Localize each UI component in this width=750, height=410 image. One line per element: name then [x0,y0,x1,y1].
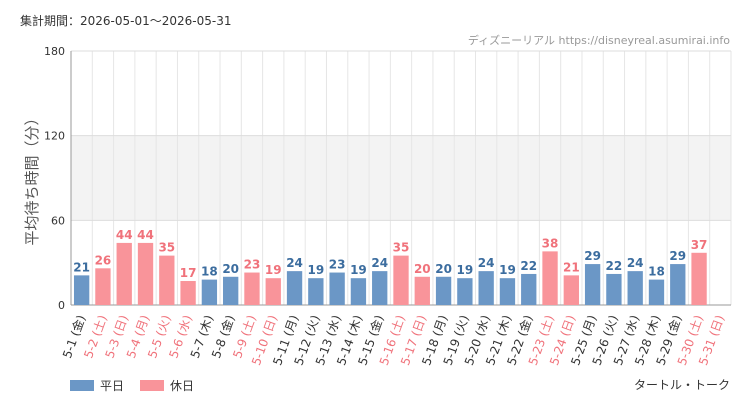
bar [606,273,622,305]
bar-value-label: 24 [627,256,644,270]
bar [414,276,430,305]
bar-value-label: 20 [414,262,431,276]
bar [159,255,175,305]
bar [180,281,196,305]
bar [223,276,239,305]
bar-value-label: 18 [201,265,218,279]
bar [670,264,686,305]
bar-value-label: 35 [393,241,410,255]
y-tick-label: 180 [44,45,65,58]
bar [521,273,537,305]
bar [308,278,324,305]
bar-value-label: 19 [307,263,324,277]
bar-value-label: 22 [606,259,623,273]
bar-value-label: 23 [329,258,346,272]
bar-value-label: 38 [542,236,559,250]
bar-value-label: 21 [73,260,90,274]
legend-label-holiday: 休日 [170,379,195,393]
bar [435,276,452,305]
legend-swatch-weekday [70,380,94,391]
y-tick-label: 0 [58,299,65,312]
bar-value-label: 35 [158,241,175,255]
y-tick-label: 60 [51,214,65,227]
bar [584,264,601,305]
bar [478,271,494,305]
bar [73,275,90,305]
bar-value-label: 22 [520,259,537,273]
bar-value-label: 24 [371,256,388,270]
bar-value-label: 24 [286,256,303,270]
legend-swatch-holiday [140,380,165,391]
legend-item-weekday[interactable]: 平日 [70,377,124,394]
bar [563,275,579,305]
bar [244,272,260,305]
bar [499,278,516,305]
bar-value-label: 23 [244,258,261,272]
attraction-label: タートル・トーク [633,378,730,392]
bar [265,278,281,305]
bar-value-label: 29 [584,249,601,263]
bar [329,272,345,305]
legend-label-weekday: 平日 [100,379,125,393]
bar [201,279,218,305]
legend-item-holiday[interactable]: 休日 [140,377,194,394]
bar [137,242,154,305]
y-tick-label: 120 [44,130,65,143]
watermark-label: ディズニーリアル https://disneyreal.asumirai.inf… [467,34,730,47]
bar-value-label: 17 [180,266,197,280]
bar [286,271,303,305]
bar-value-label: 37 [691,238,708,252]
bar-value-label: 20 [435,262,452,276]
bar-value-label: 19 [499,263,516,277]
bar [457,278,473,305]
bar [372,271,388,305]
bar-value-label: 44 [137,228,154,242]
bar-value-label: 18 [648,265,665,279]
bar [116,242,132,305]
bar [648,279,665,305]
bar-value-label: 24 [478,256,495,270]
bar [691,252,707,305]
bar [393,255,409,305]
period-label: 集計期間：2026-05-01〜2026-05-31 [20,14,232,28]
bar-value-label: 44 [116,228,133,242]
bar-value-label: 19 [350,263,367,277]
bar-value-label: 29 [669,249,686,263]
legend: 平日 休日 [70,377,210,394]
bar [542,251,558,305]
bar-value-label: 19 [265,263,282,277]
plot-band [71,135,731,221]
y-axis-label: 平均待ち時間（分） [23,110,41,245]
bar-value-label: 21 [563,260,580,274]
bar [95,268,111,305]
bar [350,278,367,305]
bar [627,271,643,305]
bar-value-label: 20 [222,262,239,276]
bar-value-label: 19 [457,263,474,277]
bar-value-label: 26 [95,253,112,267]
